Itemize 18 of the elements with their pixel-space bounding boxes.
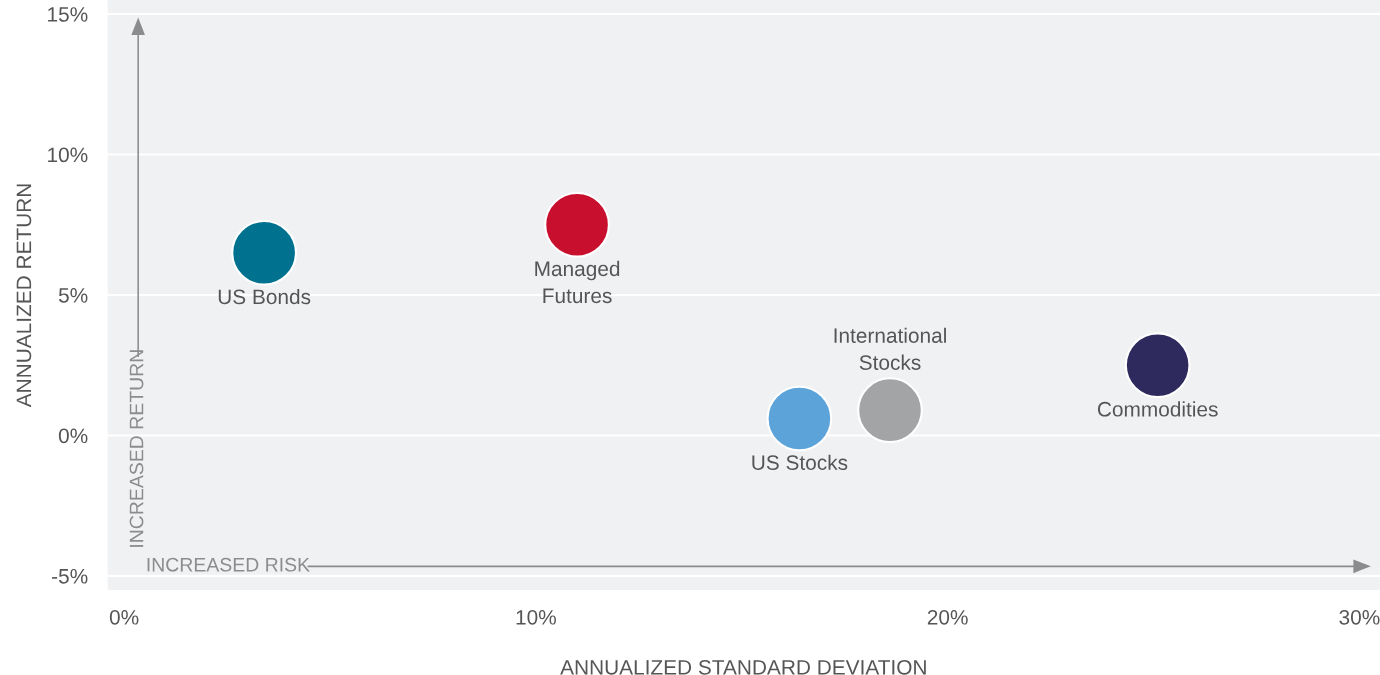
y-tick-label: 0% bbox=[58, 428, 88, 444]
series-label: International Stocks bbox=[834, 327, 946, 370]
x-tick-label: 10% bbox=[516, 609, 556, 625]
x-tick-label: 0% bbox=[109, 609, 139, 625]
series-label: US Bonds bbox=[218, 288, 311, 305]
series-label: Commodities bbox=[1097, 401, 1218, 417]
y-axis-title: ANNUALIZED RETURN bbox=[16, 184, 32, 408]
x-axis-title: ANNUALIZED STANDARD DEVIATION bbox=[560, 659, 926, 675]
y-tick-label: 15% bbox=[48, 7, 88, 22]
x-tick-label: 20% bbox=[927, 609, 968, 625]
y-tick-label: 5% bbox=[58, 288, 88, 303]
x-tick-label: 30% bbox=[1339, 609, 1380, 625]
series-label: Managed Futures bbox=[535, 260, 620, 304]
annotation: INCREASED RETURN bbox=[129, 350, 144, 547]
series-label: US Stocks bbox=[752, 454, 848, 470]
y-tick-label: -5% bbox=[52, 569, 88, 584]
annotation: INCREASED RISK bbox=[147, 557, 310, 572]
y-tick-label: 10% bbox=[48, 147, 88, 163]
